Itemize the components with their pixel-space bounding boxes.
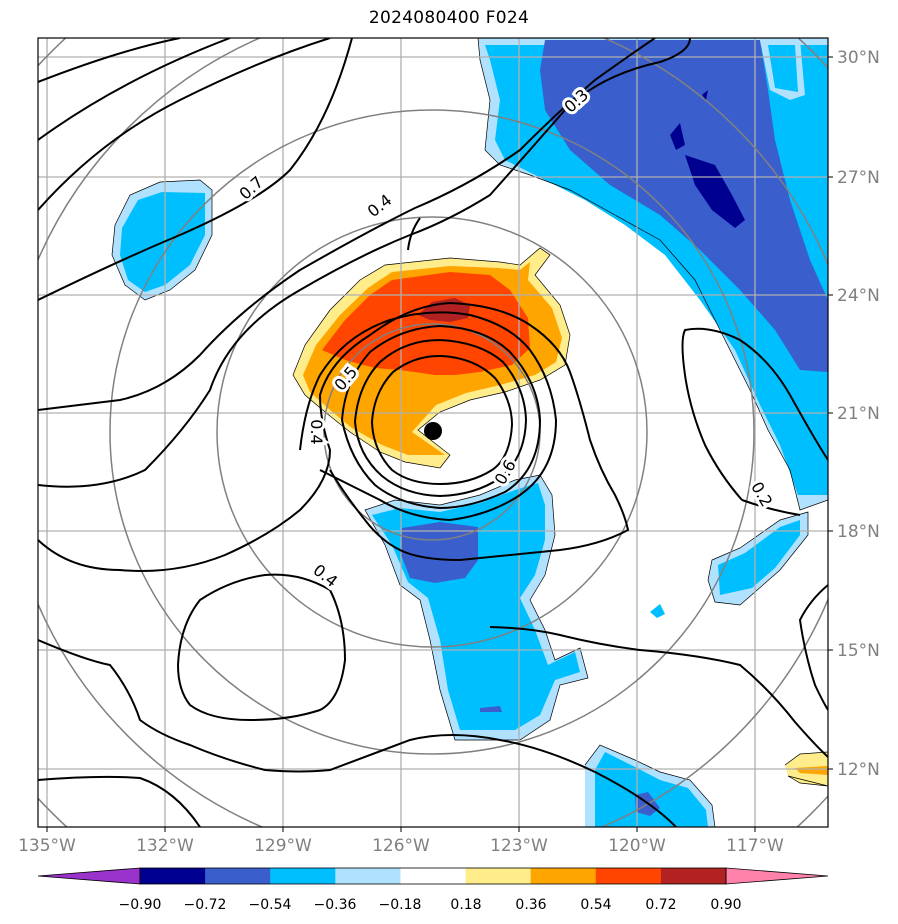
- colorbar-cell: [205, 868, 271, 884]
- latitude-label: 24°N: [837, 286, 880, 306]
- colorbar-label: −0.90: [119, 897, 162, 913]
- shading-outlines: [111, 38, 828, 827]
- colorbar-cell: [140, 868, 206, 884]
- colorbar-cell: [400, 868, 467, 884]
- colorbar-cell: [660, 868, 727, 884]
- latitude-label: 15°N: [837, 641, 880, 661]
- longitude-label: 132°W: [136, 836, 194, 856]
- storm-center-marker: [424, 422, 442, 440]
- negative-band-south: [365, 475, 588, 740]
- colorbar-extend-low: [38, 868, 140, 884]
- longitude-label: 129°W: [254, 836, 312, 856]
- colorbar-label: 0.54: [580, 897, 611, 913]
- colorbar-labels: −0.90 −0.72 −0.54 −0.36 −0.18 0.18 0.36 …: [119, 897, 742, 913]
- negative-patch-east: [650, 512, 808, 618]
- map-frame: [37, 37, 829, 828]
- colorbar-extend-high: [726, 868, 828, 884]
- latitude-label: 18°N: [837, 522, 880, 542]
- colorbar: −0.90 −0.72 −0.54 −0.36 −0.18 0.18 0.36 …: [37, 867, 829, 913]
- colorbar-label: 0.36: [515, 897, 546, 913]
- negative-band-northeast: [478, 38, 828, 510]
- colorbar-cell: [335, 868, 401, 884]
- longitude-label: 135°W: [18, 836, 76, 856]
- longitude-label: 126°W: [372, 836, 430, 856]
- longitude-label: 123°W: [490, 836, 548, 856]
- latitude-axis: 30°N 27°N 24°N 21°N 18°N 15°N 12°N: [837, 48, 880, 780]
- map-title: 2024080400 F024: [368, 8, 530, 28]
- graticule: [38, 38, 828, 827]
- colorbar-cell: [530, 868, 597, 884]
- axis-ticks: [46, 56, 833, 832]
- contour-lines: [38, 38, 828, 827]
- longitude-label: 117°W: [726, 836, 784, 856]
- latitude-label: 12°N: [837, 760, 880, 780]
- colorbar-cells: [38, 868, 828, 884]
- latitude-label: 30°N: [837, 48, 880, 68]
- longitude-axis: 135°W 132°W 129°W 126°W 123°W 120°W 117°…: [18, 836, 784, 856]
- colorbar-label: 0.72: [645, 897, 676, 913]
- colorbar-label: −0.36: [314, 897, 357, 913]
- colorbar-label: −0.72: [184, 897, 227, 913]
- longitude-label: 120°W: [608, 836, 666, 856]
- latitude-label: 21°N: [837, 404, 880, 424]
- colorbar-cell: [465, 868, 532, 884]
- colorbar-label: 0.18: [450, 897, 481, 913]
- colorbar-cell: [270, 868, 336, 884]
- colorbar-label: 0.90: [710, 897, 741, 913]
- colorbar-frame: [139, 867, 727, 885]
- colorbar-label: −0.54: [249, 897, 292, 913]
- contour-label: 0.4: [307, 419, 326, 444]
- colorbar-label: −0.18: [379, 897, 422, 913]
- latitude-label: 27°N: [837, 168, 880, 188]
- colorbar-cell: [595, 868, 662, 884]
- negative-patch-southeast: [585, 745, 715, 827]
